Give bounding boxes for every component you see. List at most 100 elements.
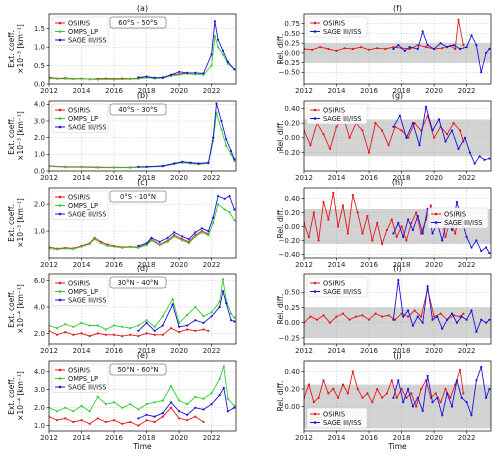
data-point — [104, 333, 107, 336]
data-point — [351, 370, 354, 373]
y-tick-label: 0.0 — [34, 80, 45, 88]
x-tick-label: 2018 — [393, 261, 411, 269]
data-point — [137, 244, 140, 247]
data-point — [104, 420, 107, 424]
legend-marker — [313, 117, 317, 120]
data-point — [371, 401, 374, 404]
data-point — [88, 324, 91, 327]
data-point — [169, 385, 173, 388]
data-point — [121, 78, 124, 81]
data-point — [488, 318, 491, 321]
y-tick-label: 0.40 — [284, 195, 300, 203]
data-point — [64, 247, 67, 250]
data-point — [145, 319, 148, 322]
y-axis-label: Rel. diff. — [276, 34, 285, 65]
x-tick-label: 2020 — [170, 174, 188, 182]
data-point — [433, 136, 436, 139]
data-point — [80, 321, 83, 324]
x-tick-label: 2014 — [328, 174, 346, 182]
data-point — [233, 404, 236, 407]
data-point — [223, 208, 226, 211]
panel-label: (h) — [392, 178, 403, 187]
data-point — [465, 235, 468, 239]
x-tick-label: 2016 — [105, 347, 123, 355]
legend-entry: SAGE III/ISS — [444, 219, 482, 227]
data-point — [137, 246, 140, 249]
legend-marker — [313, 108, 317, 112]
data-point — [415, 211, 418, 214]
data-point — [411, 228, 414, 232]
panel-label: (c) — [137, 178, 148, 187]
data-point — [186, 328, 189, 331]
x-tick-label: 2014 — [73, 434, 91, 442]
data-point — [420, 232, 423, 235]
data-point — [473, 162, 476, 165]
x-tick-label: 2014 — [328, 434, 346, 442]
data-point — [367, 48, 371, 51]
data-point — [385, 392, 388, 395]
x-tick-label: 2022 — [458, 87, 476, 95]
x-tick-label: 2022 — [203, 434, 221, 442]
data-point — [475, 239, 478, 242]
legend-box — [51, 190, 109, 220]
legend-marker — [58, 281, 62, 285]
data-point — [328, 147, 332, 150]
x-axis-label: Time — [132, 442, 152, 451]
data-point — [488, 387, 491, 391]
data-point — [166, 236, 169, 239]
data-point — [150, 239, 153, 242]
data-point — [317, 239, 320, 242]
panel-a: (a) 0.0 0.5 1.0 1.5 2012 2014 2016 2018 2020 2022 E… — [7, 4, 237, 95]
data-point — [212, 221, 215, 225]
data-point — [485, 321, 488, 324]
data-point — [446, 133, 449, 136]
axes-frame — [48, 187, 237, 259]
y-tick-label: −0.20 — [279, 149, 300, 157]
plot-area — [304, 365, 491, 417]
y-tick-label: 0.00 — [284, 319, 300, 327]
y-axis-unit: ×10⁻³ [km⁻¹] — [16, 198, 25, 248]
data-point — [322, 314, 325, 317]
data-point — [394, 125, 397, 128]
legend-entry: OSIRIS — [444, 210, 466, 218]
legend-entry: SAGE III/ISS — [323, 288, 361, 296]
data-point — [413, 122, 416, 125]
data-point — [104, 328, 107, 331]
data-point — [129, 327, 132, 330]
x-tick-label: 2016 — [360, 261, 378, 269]
y-tick-label: 4.0 — [34, 101, 45, 109]
panel-label: (b) — [137, 91, 148, 100]
data-point — [225, 302, 228, 305]
data-point — [429, 204, 432, 207]
data-point — [452, 44, 455, 47]
data-point — [161, 315, 164, 318]
y-tick-label: 2.0 — [34, 201, 45, 209]
legend-entry: OMPS_LP — [68, 115, 98, 123]
y-axis-label: Rel. diff. — [276, 294, 285, 325]
data-point — [431, 129, 434, 132]
data-point — [88, 410, 91, 413]
data-point — [202, 315, 205, 318]
series-sage-iii-iss — [137, 20, 236, 79]
data-point — [178, 331, 181, 334]
data-point — [470, 246, 473, 249]
y-tick-label: 3.0 — [34, 117, 45, 125]
data-point — [475, 379, 478, 382]
x-tick-label: 2022 — [203, 347, 221, 355]
data-point — [343, 47, 346, 50]
panel-d: (d) 2.0 4.0 6.0 2012 2014 2016 2018 2020 2022 Ext.… — [7, 264, 237, 355]
data-point — [80, 77, 83, 80]
data-point — [426, 285, 429, 288]
legend-entry: OSIRIS — [323, 279, 345, 287]
y-axis-label: Ext. coeff. — [7, 290, 16, 328]
data-point — [421, 232, 424, 235]
legend-entry: OMPS_LP — [68, 202, 98, 210]
data-point — [387, 144, 390, 147]
series-osiris — [49, 230, 210, 250]
legend-box — [51, 16, 109, 46]
